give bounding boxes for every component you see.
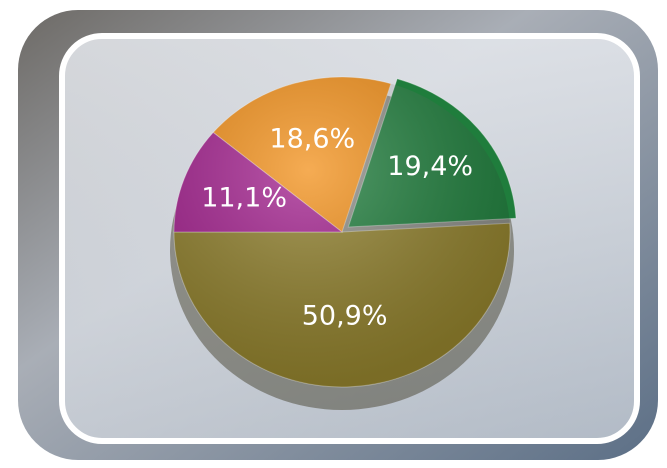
data-label: 11,1% <box>201 183 287 214</box>
data-label: 18,6% <box>269 123 355 154</box>
data-label: 19,4% <box>387 151 473 182</box>
page: 50,9%19,4%18,6%11,1% (() => { const data… <box>0 0 667 468</box>
data-label: 50,9% <box>302 301 388 332</box>
chart: 50,9% 19,4% 18,6% 11,1% <box>0 0 667 468</box>
